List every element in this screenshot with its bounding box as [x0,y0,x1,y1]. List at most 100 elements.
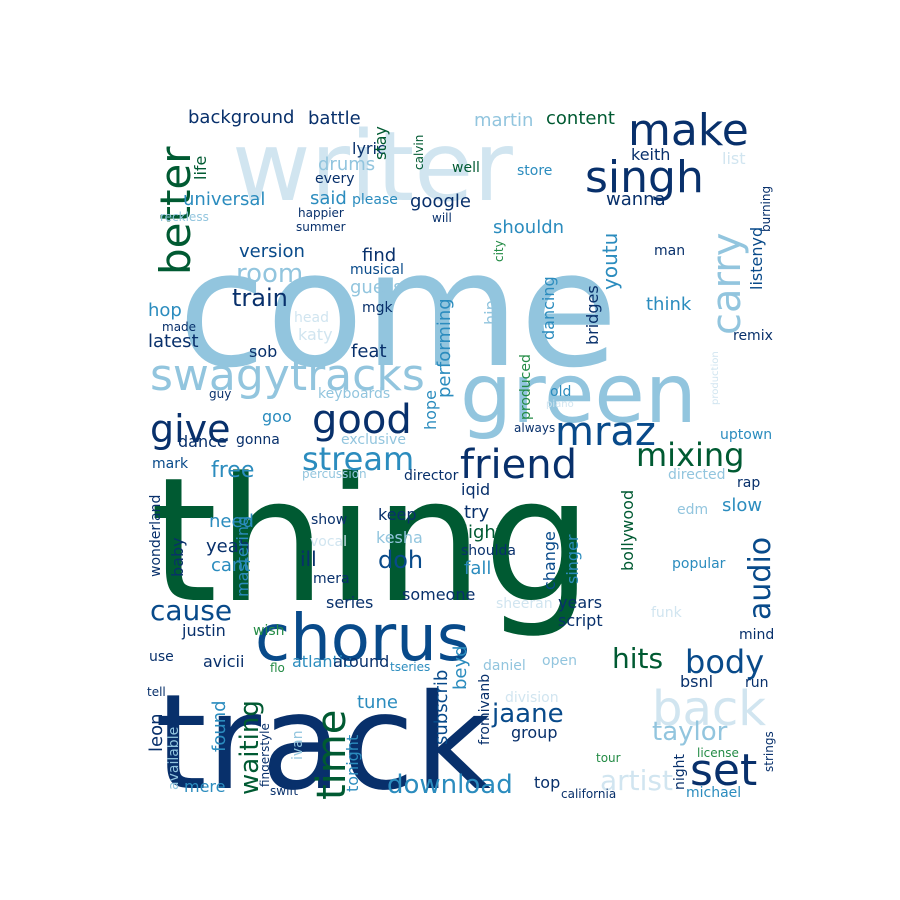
word-beyd: beyd [450,645,471,690]
word-wish: wish [253,623,285,639]
word-need: need [209,511,254,532]
word-justin: justin [181,621,226,640]
word-battle: battle [308,108,361,129]
word-shoulda: shoulda [461,543,516,559]
word-bridges: bridges [583,285,602,345]
word-cause: cause [150,594,232,627]
word-background: background [188,107,294,128]
word-use: use [149,649,174,665]
word-will: will [432,211,452,225]
word-green: green [460,347,697,442]
word-someone: someone [402,585,475,604]
word-drums: drums [318,154,375,175]
word-found: found [209,700,230,752]
word-cant: cant [211,555,250,576]
word-division: division [505,690,559,706]
word-mind: mind [739,627,774,643]
word-every: every [315,171,355,187]
word-jaane: jaane [491,699,564,729]
word-reckless: reckless [160,210,209,224]
word-ill: ill [300,547,317,571]
word-download: download [387,770,513,800]
word-around: around [333,652,389,671]
word-time: time [309,710,355,800]
word-percussion: percussion [302,467,367,481]
word-uptown: uptown [720,427,772,443]
word-latest: latest [148,331,199,352]
word-always: always [514,421,555,435]
word-bsnl: bsnl [680,672,713,691]
word-writer: writer [232,111,513,223]
word-good: good [312,397,412,443]
word-guess: guess [350,277,403,298]
word-subscrib: subscrib [431,670,452,745]
word-shouldn: shouldn [493,217,564,238]
word-universal: universal [183,189,265,210]
word-hope: hope [421,390,440,430]
word-show: show [311,512,347,528]
word-kesha: kesha [376,528,423,547]
word-please: please [352,192,398,208]
word-think: think [646,294,692,315]
word-give: give [150,407,231,451]
word-guy: guy [209,387,231,401]
word-hip: hip [481,300,500,325]
word-mraz: mraz [555,409,656,455]
word-martin: martin [474,110,533,131]
word-life: life [191,156,210,180]
word-said: said [310,188,347,209]
word-atlantic: atlantic [292,652,352,671]
word-wonderland: wonderland [148,495,164,577]
word-light: light [463,522,503,543]
word-friend: friend [460,442,577,488]
word-hits: hits [612,642,663,675]
word-production: production [710,351,721,405]
word-lyric: lyric [352,139,386,158]
word-mgk: mgk [362,300,394,316]
word-katy: katy [298,325,333,344]
word-keyboards: keyboards [318,386,390,402]
word-room: room [236,259,303,289]
word-find: find [362,245,396,266]
word-store: store [517,163,552,179]
word-thing: thing [150,440,592,641]
word-available: available [166,727,182,790]
word-night: night [672,753,688,790]
word-well: well [452,160,480,176]
word-back: back [652,681,766,737]
word-tseries: tseries [390,660,430,674]
word-keep: keep [378,505,417,524]
word-michael: michael [686,785,741,801]
word-years: years [558,593,602,612]
word-piano: piano [546,399,574,410]
word-train: train [232,284,288,312]
word-doh: doh [378,546,423,574]
word-fromivanb: fromivanb [477,674,493,745]
word-free: free [211,458,254,483]
word-track: track [155,666,491,820]
word-mark: mark [152,456,189,472]
word-make: make [628,105,749,156]
word-remix: remix [733,328,773,344]
word-daniel: daniel [483,658,526,674]
word-rap: rap [737,475,760,491]
word-iqid: iqid [461,480,490,499]
word-stream: stream [302,440,414,478]
word-tune: tune [357,692,398,713]
word-strings: strings [762,731,776,772]
word-list: list [722,149,746,168]
word-head: head [294,310,329,326]
word-dance: dance [178,432,227,451]
word-slow: slow [722,495,762,516]
word-edm: edm [677,502,708,518]
word-man: man [654,243,685,259]
word-yeah: yeah [206,536,250,557]
word-group: group [511,723,557,742]
word-singh: singh [585,152,704,203]
word-singer: singer [563,534,582,584]
word-content: content [546,108,615,129]
word-bollywood: bollywood [618,490,637,571]
word-chorus: chorus [255,602,470,676]
